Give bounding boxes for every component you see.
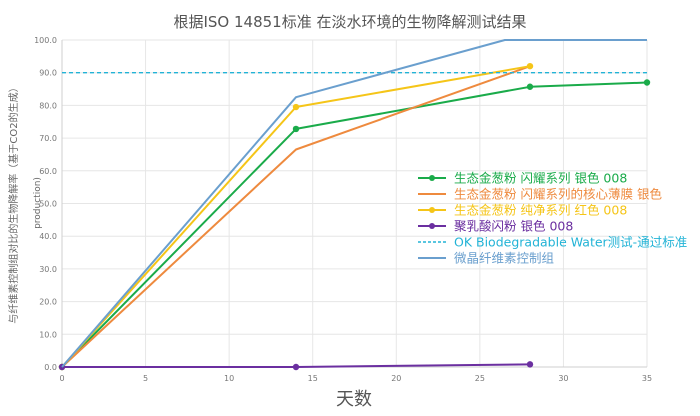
x-axis-label: 天数 [336, 389, 372, 410]
x-tick-label: 20 [391, 374, 401, 383]
data-point [526, 361, 534, 368]
legend-item: 聚乳酸闪粉 银色 008 [418, 219, 573, 234]
x-tick-label: 35 [642, 374, 652, 383]
y-tick-label: 50.0 [39, 200, 57, 209]
x-tick-label: 0 [59, 374, 64, 383]
data-point [292, 103, 300, 111]
legend-marker [429, 223, 435, 229]
y-tick-label: 10.0 [39, 330, 57, 339]
legend-marker [429, 207, 435, 213]
y-tick-label: 30.0 [39, 265, 57, 274]
series-line [61, 65, 531, 368]
x-tick-label: 10 [224, 374, 234, 383]
y-axis-label: 与纤维素控制组对比的生物降解率（基于CO2的生成） [7, 82, 20, 323]
legend-label: OK Biodegradable Water测试-通过标准 [454, 235, 687, 250]
y-tick-label: 60.0 [39, 167, 57, 176]
legend-item: 生态金葱粉 闪耀系列 银色 008 [418, 171, 627, 186]
legend-label: 微晶纤维素控制组 [454, 251, 554, 266]
series-layer [58, 39, 651, 371]
axis-ticks: 0.0 10.0 20.0 30.0 40.0 50.0 60.0 70.0 80.0 90.0 1… [34, 36, 652, 383]
series-line [61, 39, 647, 368]
x-tick-label: 15 [308, 374, 318, 383]
legend-label: 生态金葱粉 闪耀系列 银色 008 [454, 171, 627, 186]
x-tick-label: 30 [558, 374, 568, 383]
legend-label: 聚乳酸闪粉 银色 008 [454, 219, 573, 234]
y-tick-label: 40.0 [39, 232, 57, 241]
data-point [526, 83, 534, 90]
legend-item: 微晶纤维素控制组 [418, 251, 554, 266]
legend-marker [429, 175, 435, 181]
series-6 [61, 39, 647, 368]
y-tick-label: 100.0 [34, 36, 57, 45]
y-axis-label-inner: production) [33, 177, 43, 229]
legend-label: 生态金葱粉 闪耀系列的核心薄膜 银色 [454, 187, 662, 202]
y-tick-label: 0.0 [44, 363, 57, 372]
legend-item: OK Biodegradable Water测试-通过标准 [418, 235, 687, 250]
y-tick-label: 80.0 [39, 101, 57, 110]
data-point [643, 79, 651, 86]
legend-item: 生态金葱粉 闪耀系列的核心薄膜 银色 [418, 187, 662, 202]
y-tick-label: 90.0 [39, 69, 57, 78]
data-point [292, 363, 300, 371]
y-tick-label: 20.0 [39, 298, 57, 307]
data-point [526, 62, 534, 70]
series-4 [58, 361, 534, 371]
data-point [292, 125, 300, 133]
x-tick-label: 5 [143, 374, 148, 383]
y-tick-label: 70.0 [39, 134, 57, 143]
chart-title: 根据ISO 14851标准 在淡水环境的生物降解测试结果 [173, 13, 526, 31]
legend-item: 生态金葱粉 纯净系列 红色 008 [418, 203, 627, 218]
x-tick-label: 25 [475, 374, 485, 383]
series-2 [61, 65, 531, 368]
legend-label: 生态金葱粉 纯净系列 红色 008 [454, 203, 627, 218]
